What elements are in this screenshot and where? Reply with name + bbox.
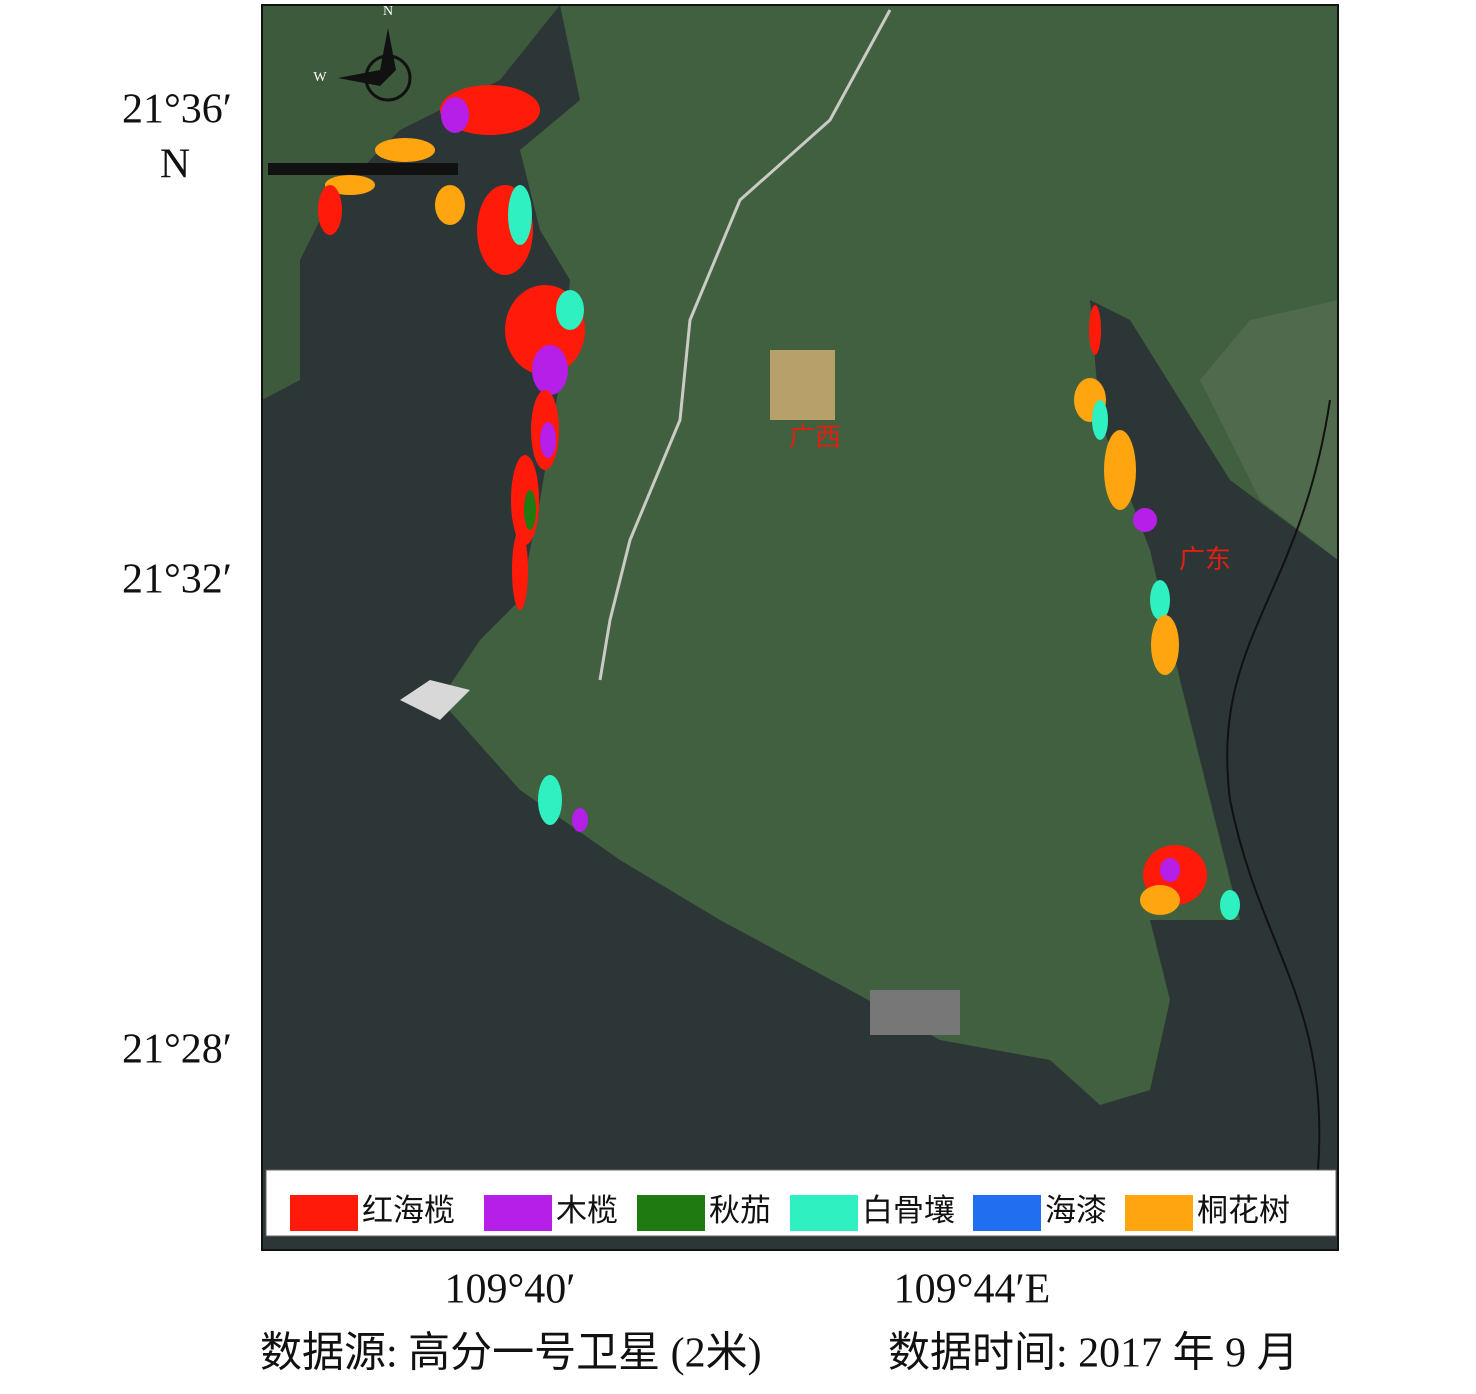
mangrove-patch xyxy=(556,290,584,330)
region-label: 广西 xyxy=(789,423,841,452)
legend-swatch xyxy=(637,1195,705,1231)
region-label: 广东 xyxy=(1179,545,1231,574)
road xyxy=(598,9,892,681)
lon-label: 109°40′ xyxy=(445,1267,576,1313)
legend-label: 桐花树 xyxy=(1197,1193,1290,1228)
lat-label: 21°28′ xyxy=(122,1027,232,1073)
land xyxy=(440,5,1338,1105)
legend-swatch xyxy=(484,1195,552,1231)
boundary xyxy=(1226,399,1331,1171)
compass-west: W xyxy=(313,70,327,85)
legend-label: 海漆 xyxy=(1045,1193,1107,1228)
compass-needle xyxy=(338,70,388,86)
legend-label: 木榄 xyxy=(556,1193,618,1228)
lat-label: 21°32′ xyxy=(122,557,232,603)
mangrove-patch xyxy=(540,422,556,458)
compass-needle xyxy=(380,28,396,78)
mangrove-patch xyxy=(435,185,465,225)
mangrove-patch xyxy=(325,175,375,195)
mangrove-patches xyxy=(318,85,1240,920)
field xyxy=(770,350,835,420)
caption-time: 数据时间: 2017 年 9 月 xyxy=(888,1330,1299,1377)
map-frame xyxy=(261,4,1339,1251)
land-east xyxy=(1200,300,1338,560)
caption-source: 数据源: 高分一号卫星 (2米) xyxy=(260,1331,762,1377)
legend: 红海榄 木榄 秋茄 白骨壤 海漆 桐花树 xyxy=(290,1193,1290,1231)
land-north-west xyxy=(262,5,560,400)
ponds xyxy=(870,990,960,1035)
legend-swatch xyxy=(790,1195,858,1231)
lat-label: 21°36′ xyxy=(122,87,232,133)
scale-bar xyxy=(268,163,458,175)
mangrove-patch xyxy=(532,345,568,395)
legend-swatch xyxy=(1125,1195,1193,1231)
mangrove-patch xyxy=(538,775,562,825)
mangrove-patch xyxy=(1140,885,1180,915)
lon-label: 109°44′E xyxy=(894,1267,1051,1313)
mangrove-patch xyxy=(1104,430,1136,510)
mangrove-patch xyxy=(1220,890,1240,920)
mangrove-patch xyxy=(375,138,435,162)
mangrove-patch xyxy=(441,97,469,133)
mangrove-patch xyxy=(1151,615,1179,675)
mangrove-patch xyxy=(572,808,588,832)
mangrove-patch xyxy=(508,185,532,245)
mangrove-patch xyxy=(524,490,536,530)
mangrove-patch xyxy=(1150,580,1170,620)
legend-swatch xyxy=(290,1195,358,1231)
mangrove-patch xyxy=(1160,858,1180,882)
legend-swatch xyxy=(973,1195,1041,1231)
legend-label: 秋茄 xyxy=(709,1193,771,1228)
compass-north: N xyxy=(383,4,393,19)
legend-label: 红海榄 xyxy=(362,1193,455,1228)
mangrove-patch xyxy=(1092,400,1108,440)
mangrove-patch xyxy=(318,185,342,235)
mangrove-patch xyxy=(1133,508,1157,532)
compass: N W xyxy=(313,4,412,102)
mangrove-patch xyxy=(512,530,528,610)
legend-label: 白骨壤 xyxy=(862,1193,955,1228)
lat-suffix: N xyxy=(160,142,190,188)
port xyxy=(400,680,470,720)
mangrove-patch xyxy=(1089,305,1101,355)
